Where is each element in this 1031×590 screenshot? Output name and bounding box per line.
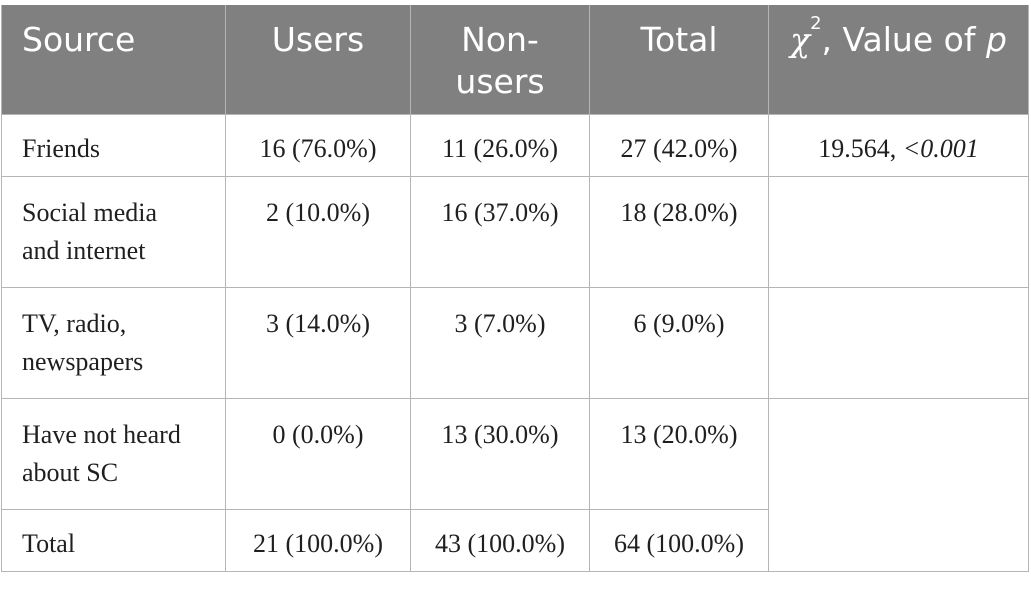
cell-total: 27 (42.0%) (589, 113, 769, 177)
header-source: Source (1, 5, 226, 114)
header-non-users-line2: users (455, 62, 545, 101)
header-non-users: Non- users (410, 5, 590, 114)
cell-total: 6 (9.0%) (589, 286, 769, 399)
cell-non-users: 16 (37.0%) (410, 175, 590, 288)
row-label-line1: Have not heard (22, 419, 181, 449)
cell-total: 18 (28.0%) (589, 175, 769, 288)
row-label-line1: TV, radio, (22, 308, 127, 338)
chi-superscript: 2 (810, 13, 822, 34)
chi-header-text: , Value of (821, 20, 986, 59)
cell-empty (768, 175, 1029, 288)
cell-non-users: 11 (26.0%) (410, 113, 590, 177)
table-row: Friends 16 (76.0%) 11 (26.0%) 27 (42.0%)… (1, 113, 1029, 177)
cell-users: 21 (100.0%) (225, 508, 411, 572)
chi-value: 19.564, (818, 133, 903, 163)
cell-chi-square: 19.564, <0.001 (768, 113, 1029, 177)
header-total: Total (589, 5, 769, 114)
cell-users: 2 (10.0%) (225, 175, 411, 288)
p-value: <0.001 (902, 133, 979, 163)
cell-non-users: 13 (30.0%) (410, 397, 590, 510)
chi-symbol: χ (790, 20, 811, 59)
table-row: Have not heard about SC 0 (0.0%) 13 (30.… (1, 397, 1029, 572)
cell-empty (768, 286, 1029, 399)
row-label: Friends (1, 113, 226, 177)
header-chi-square: χ2, Value of p (768, 5, 1029, 114)
row-label: Total (1, 508, 226, 572)
cell-non-users: 3 (7.0%) (410, 286, 590, 399)
row-label-line2: newspapers (22, 346, 144, 376)
header-non-users-line1: Non- (461, 20, 539, 59)
table-row: Total 21 (100.0%) 43 (100.0%) 64 (100.0%… (1, 508, 1029, 572)
row-label: Have not heard about SC (1, 397, 226, 510)
p-symbol: p (985, 20, 1007, 59)
cell-users: 16 (76.0%) (225, 113, 411, 177)
header-row: Source Users Non- users Total χ2, Value … (1, 5, 1029, 114)
table-body: Friends 16 (76.0%) 11 (26.0%) 27 (42.0%)… (1, 113, 1029, 572)
row-label-line2: about SC (22, 457, 119, 487)
cell-empty (768, 397, 1029, 572)
row-label: Social media and internet (1, 175, 226, 288)
row-label: TV, radio, newspapers (1, 286, 226, 399)
row-label-line2: and internet (22, 235, 146, 265)
table-row: Social media and internet 2 (10.0%) 16 (… (1, 175, 1029, 288)
table-header: Source Users Non- users Total χ2, Value … (1, 5, 1029, 114)
table-row: TV, radio, newspapers 3 (14.0%) 3 (7.0%)… (1, 286, 1029, 399)
cell-total: 64 (100.0%) (589, 508, 769, 572)
cell-users: 3 (14.0%) (225, 286, 411, 399)
cell-total: 13 (20.0%) (589, 397, 769, 510)
source-table: Source Users Non- users Total χ2, Value … (1, 5, 1029, 572)
row-label-line1: Social media (22, 197, 158, 227)
header-users: Users (225, 5, 411, 114)
cell-users: 0 (0.0%) (225, 397, 411, 510)
cell-non-users: 43 (100.0%) (410, 508, 590, 572)
